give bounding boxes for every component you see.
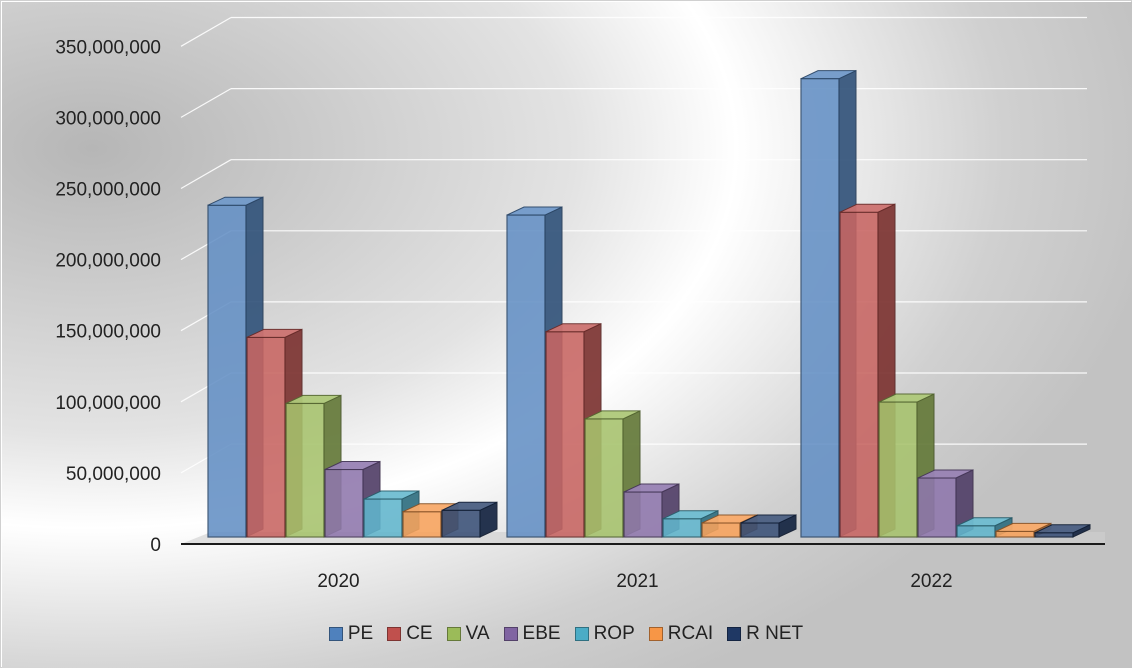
y-tick-labels: 0 50,000,000 100,000,000 150,000,000 200,000… (55, 37, 161, 556)
bar-top (363, 490, 420, 500)
bar-front (839, 211, 879, 538)
y-tick-label: 50,000,000 (66, 464, 161, 485)
legend-label: VA (465, 623, 490, 644)
bar (1034, 523, 1091, 538)
x-tick-label: 2022 (910, 571, 952, 592)
bar-front (1034, 532, 1074, 538)
bar-top (207, 196, 264, 206)
bar-front (545, 331, 585, 538)
bar-top (584, 410, 641, 420)
y-tick-label: 300,000,000 (55, 108, 161, 129)
x-tick-label: 2021 (616, 571, 658, 592)
bar-front (917, 477, 957, 538)
x-tick-label: 2020 (317, 571, 359, 592)
legend-label: CE (406, 623, 433, 644)
bar-front (956, 525, 996, 538)
x-tick-labels: 2020 2021 2022 (317, 571, 952, 592)
y-tick-label: 100,000,000 (55, 393, 161, 414)
bar-front (662, 518, 702, 538)
bar-top (995, 522, 1052, 532)
bar-front (324, 468, 364, 538)
bar-front (506, 214, 546, 538)
bar-top (839, 203, 896, 213)
legend-item: CE (387, 623, 433, 645)
legend-label: RCAI (667, 623, 714, 644)
bar-top (324, 461, 381, 471)
bar (740, 514, 797, 538)
gridline-diagonal (180, 159, 232, 190)
bar-top (1034, 524, 1091, 534)
bar-front (246, 336, 286, 538)
y-tick-label: 0 (150, 535, 161, 556)
legend-item: RCAI (648, 623, 714, 645)
bar (623, 483, 680, 538)
legend-item: EBE (503, 623, 561, 645)
bar-front (285, 402, 325, 538)
legend-label: R NET (746, 623, 804, 644)
bar-top (441, 501, 498, 511)
bar-top (878, 393, 935, 403)
bar-front (584, 418, 624, 538)
legend-item: PE (328, 623, 374, 645)
bar-top (662, 510, 719, 520)
bar-top (285, 394, 342, 404)
y-tick-label: 250,000,000 (55, 180, 161, 201)
legend-item: ROP (574, 623, 635, 645)
y-tick-label: 350,000,000 (55, 37, 161, 58)
gridlines (180, 16, 1087, 474)
legend-swatch (503, 627, 518, 641)
bar-front (800, 78, 840, 538)
legend-swatch (446, 627, 461, 641)
gridline-diagonal (180, 16, 232, 47)
y-tick-label: 150,000,000 (55, 322, 161, 343)
bar-front (878, 401, 918, 538)
bar-top (246, 328, 303, 338)
bar-front (995, 530, 1035, 538)
bar-top (956, 517, 1013, 527)
bars (207, 69, 1091, 538)
bar-top (917, 469, 974, 479)
legend-label: PE (347, 623, 374, 644)
legend-item: VA (446, 623, 490, 645)
bar (441, 501, 498, 538)
bar-top (623, 483, 680, 493)
legend-swatch (648, 627, 663, 641)
legend: PE CE VA EBE ROP RCAI R NET (1, 623, 1131, 645)
bar-top (800, 70, 857, 80)
bar-front (623, 491, 663, 538)
legend-swatch (574, 627, 589, 641)
bar-top (740, 514, 797, 524)
legend-swatch (387, 627, 402, 641)
bar-front (701, 522, 741, 538)
legend-label: ROP (593, 623, 635, 644)
gridline-diagonal (180, 88, 232, 118)
bar-front (441, 509, 481, 538)
legend-swatch (727, 627, 742, 641)
bar-front (740, 522, 780, 538)
legend-swatch (328, 627, 343, 641)
bar-top (545, 323, 602, 333)
legend-item: R NET (727, 623, 803, 645)
bar-front (207, 204, 247, 538)
legend-label: EBE (522, 623, 561, 644)
bar-top (506, 206, 563, 216)
y-tick-label: 200,000,000 (55, 251, 161, 272)
bar-front (402, 511, 442, 538)
bar (324, 460, 381, 538)
bar-front (363, 498, 403, 538)
